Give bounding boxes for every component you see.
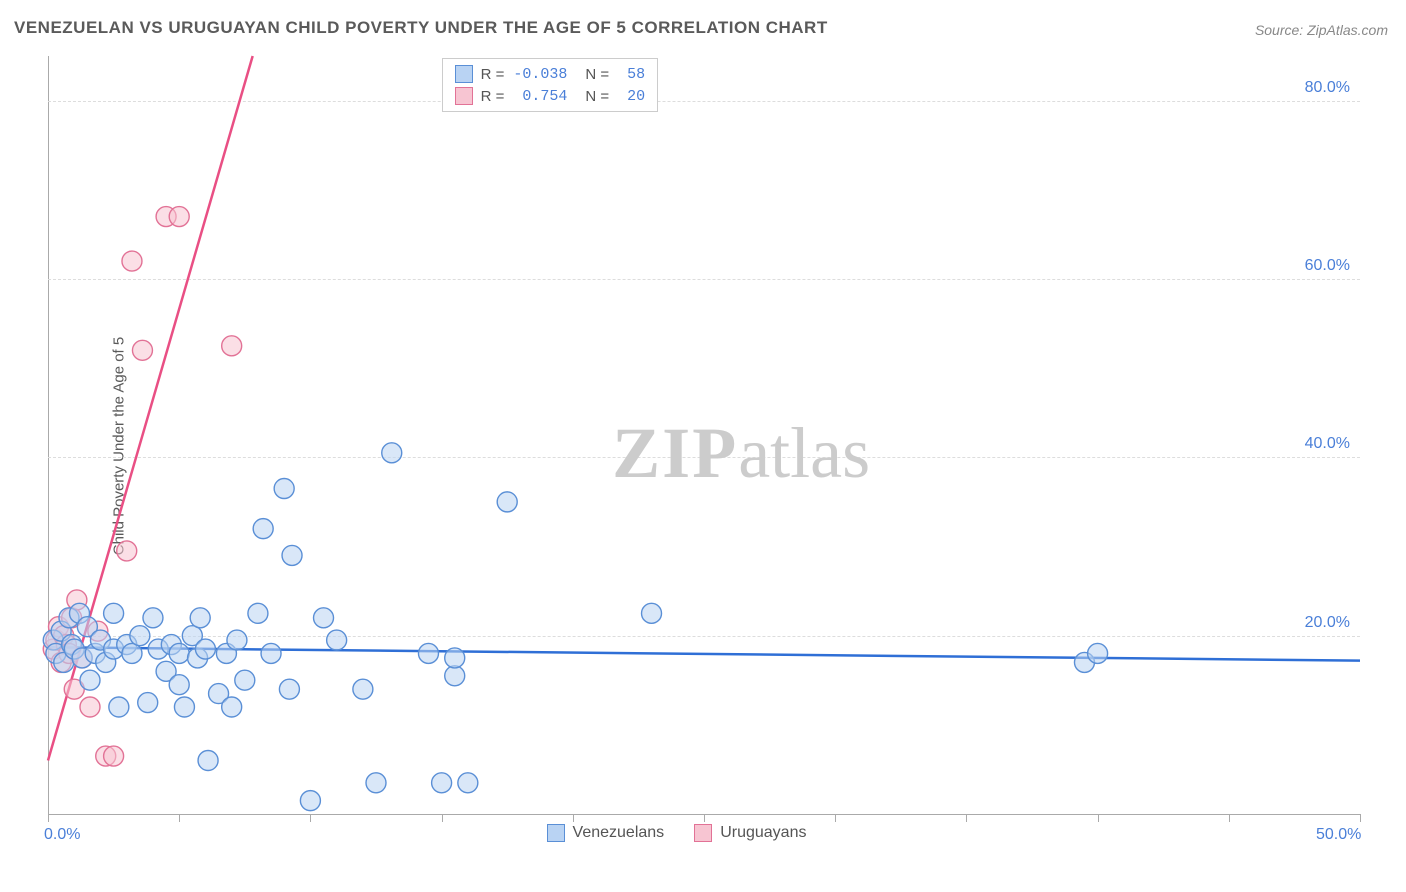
data-point — [274, 479, 294, 499]
plot-area: 20.0%40.0%60.0%80.0%0.0%50.0% — [48, 56, 1360, 814]
r-value: 0.754 — [512, 88, 567, 105]
data-point — [642, 603, 662, 623]
trend-line — [48, 647, 1360, 660]
data-point — [418, 643, 438, 663]
data-point — [327, 630, 347, 650]
legend-swatch — [455, 87, 473, 105]
legend-swatch — [455, 65, 473, 83]
r-value: -0.038 — [512, 66, 567, 83]
data-point — [253, 519, 273, 539]
data-point — [138, 693, 158, 713]
n-label: N = — [585, 66, 609, 83]
x-tick-label: 50.0% — [1316, 826, 1361, 844]
data-point — [190, 608, 210, 628]
legend-item: Venezuelans — [547, 824, 665, 842]
data-point — [117, 541, 137, 561]
data-point — [222, 697, 242, 717]
data-point — [282, 545, 302, 565]
series-legend: Venezuelans Uruguayans — [547, 824, 807, 842]
data-point — [80, 670, 100, 690]
legend-swatch — [694, 824, 712, 842]
legend-stat-row: R = -0.038 N = 58 — [455, 63, 646, 85]
data-point — [366, 773, 386, 793]
legend-label: Uruguayans — [720, 824, 806, 842]
data-point — [80, 697, 100, 717]
data-point — [353, 679, 373, 699]
data-point — [143, 608, 163, 628]
r-label: R = — [481, 66, 505, 83]
data-point — [497, 492, 517, 512]
data-point — [300, 791, 320, 811]
data-point — [261, 643, 281, 663]
data-point — [130, 626, 150, 646]
data-point — [445, 648, 465, 668]
n-value: 58 — [617, 66, 645, 83]
data-point — [122, 251, 142, 271]
data-point — [169, 207, 189, 227]
chart-title: VENEZUELAN VS URUGUAYAN CHILD POVERTY UN… — [14, 18, 828, 38]
data-point — [382, 443, 402, 463]
data-point — [122, 643, 142, 663]
data-point — [227, 630, 247, 650]
data-point — [198, 750, 218, 770]
data-point — [314, 608, 334, 628]
data-point — [174, 697, 194, 717]
data-point — [169, 675, 189, 695]
data-point — [169, 643, 189, 663]
data-point — [104, 746, 124, 766]
data-point — [248, 603, 268, 623]
data-point — [1088, 643, 1108, 663]
r-label: R = — [481, 88, 505, 105]
data-point — [195, 639, 215, 659]
data-point — [104, 603, 124, 623]
correlation-legend: R = -0.038 N = 58 R = 0.754 N = 20 — [442, 58, 659, 112]
data-point — [432, 773, 452, 793]
legend-swatch — [547, 824, 565, 842]
source-attribution: Source: ZipAtlas.com — [1255, 22, 1388, 38]
legend-stat-row: R = 0.754 N = 20 — [455, 85, 646, 107]
data-point — [445, 666, 465, 686]
n-label: N = — [585, 88, 609, 105]
data-point — [109, 697, 129, 717]
legend-label: Venezuelans — [573, 824, 665, 842]
n-value: 20 — [617, 88, 645, 105]
data-point — [279, 679, 299, 699]
data-point — [132, 340, 152, 360]
data-point — [458, 773, 478, 793]
legend-item: Uruguayans — [694, 824, 806, 842]
data-point — [235, 670, 255, 690]
data-point — [222, 336, 242, 356]
x-tick-label: 0.0% — [44, 826, 80, 844]
